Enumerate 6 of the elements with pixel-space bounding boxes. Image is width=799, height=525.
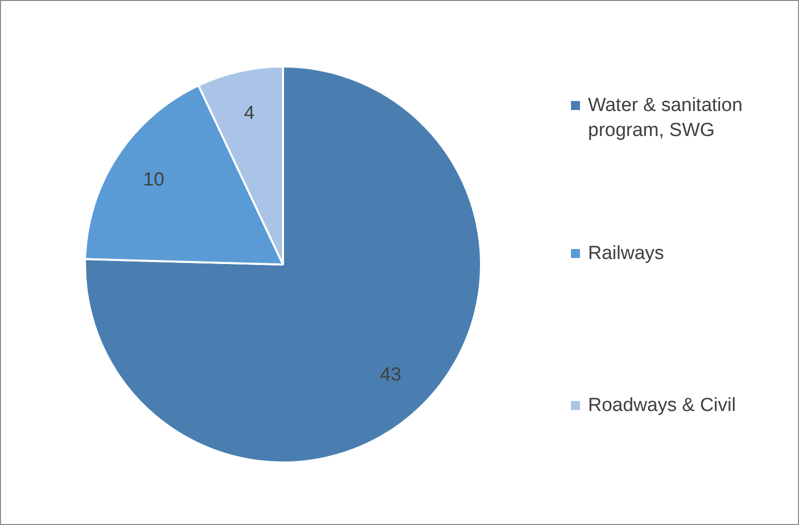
data-label: 4 [244,103,255,124]
legend-label: Roadways & Civil [588,394,736,418]
legend-label: Water & sanitation program, SWG [588,94,744,143]
data-label: 10 [143,169,164,190]
legend-label: Railways [588,242,664,266]
data-label: 43 [380,364,402,386]
